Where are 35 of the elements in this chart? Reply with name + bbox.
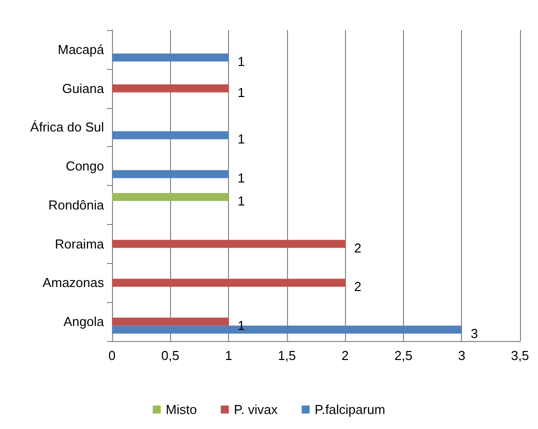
- y-tick-label: Congo: [66, 158, 104, 174]
- bar: [112, 278, 346, 287]
- y-tick-label: Angola: [64, 314, 105, 330]
- x-tick-label: 1,5: [278, 348, 296, 363]
- data-label: 3: [470, 326, 478, 342]
- x-tick-label: 0: [108, 348, 116, 363]
- y-tick-label: Rondônia: [48, 197, 105, 212]
- data-label: 1: [238, 84, 245, 100]
- x-tick-label: 1: [224, 348, 232, 363]
- data-label: 1: [238, 170, 245, 186]
- bar: [112, 84, 229, 92]
- x-tick-label: 2: [342, 348, 349, 363]
- bar: [112, 318, 229, 326]
- data-label: 2: [354, 240, 362, 256]
- bar: [112, 240, 346, 248]
- y-tick-label: Roraima: [54, 236, 105, 252]
- data-label: 1: [238, 132, 245, 147]
- data-label: 2: [354, 279, 362, 294]
- bar: [112, 192, 229, 201]
- data-label: 1: [238, 54, 245, 69]
- y-tick-label: Macapá: [58, 42, 105, 57]
- bar: [112, 170, 229, 178]
- y-tick-label: Amazonas: [42, 275, 104, 290]
- x-tick-label: 0,5: [161, 348, 180, 363]
- bar: [112, 53, 229, 62]
- bar: [112, 131, 229, 140]
- x-tick-label: 3: [458, 348, 466, 363]
- x-tick-label: 2,5: [394, 348, 412, 363]
- x-tick-label: 3,5: [510, 348, 530, 363]
- legend-label: P. vivax: [234, 402, 278, 417]
- legend-label: Misto: [166, 402, 197, 417]
- y-tick-label: Guiana: [62, 80, 105, 96]
- y-tick-label: África do Sul: [30, 120, 104, 135]
- legend-label: P.falciparum: [314, 402, 386, 417]
- data-label: 1: [238, 193, 245, 208]
